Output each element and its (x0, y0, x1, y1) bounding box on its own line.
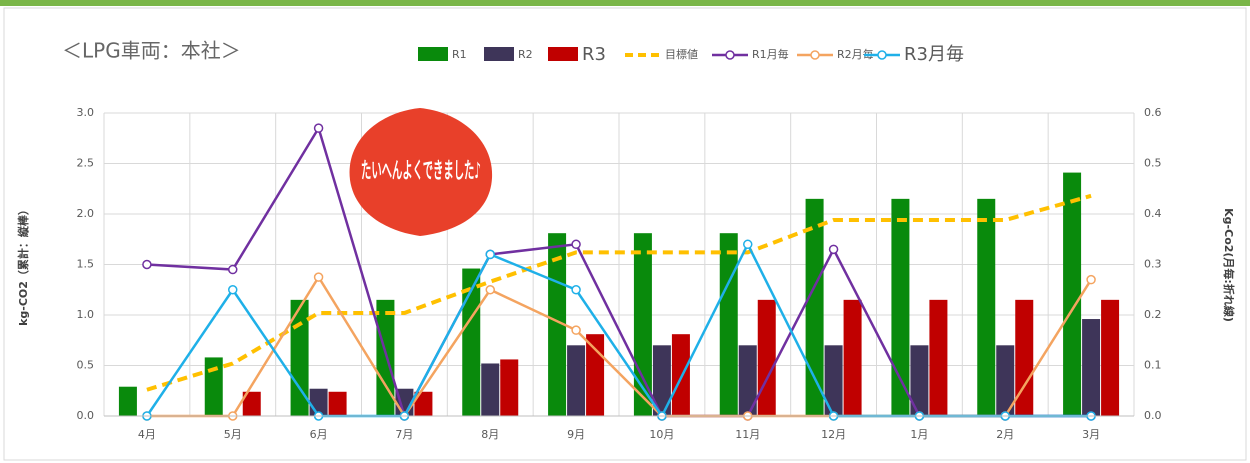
legend-item: R1 (418, 47, 467, 61)
line-marker (486, 286, 494, 294)
x-tick-label: 12月 (821, 428, 846, 441)
line-marker (229, 286, 237, 294)
bar (844, 300, 862, 416)
x-tick-label: 8月 (481, 428, 499, 441)
x-tick-label: 3月 (1082, 428, 1100, 441)
bar (329, 392, 347, 416)
x-tick-label: 6月 (310, 428, 328, 441)
bar (205, 357, 223, 416)
y-tick-label: 2.0 (77, 207, 95, 220)
legend-item: R2 (484, 47, 533, 61)
bar (586, 334, 604, 416)
y2-axis-title: Kg-Co2(月毎:折れ線) (1222, 208, 1236, 322)
line-marker (572, 240, 580, 248)
legend-swatch (548, 47, 578, 61)
y2-tick-label: 0.4 (1144, 207, 1162, 220)
y-tick-label: 0.5 (77, 359, 95, 372)
y2-tick-label: 0.1 (1144, 359, 1162, 372)
bar (929, 300, 947, 416)
bar (891, 199, 909, 416)
legend-marker (878, 51, 886, 59)
chart: ＜LPG車両：本社＞ kg-CO2（累計：縦棒） Kg-Co2(月毎:折れ線) … (0, 0, 1250, 463)
line-marker (744, 240, 752, 248)
line-marker (572, 326, 580, 334)
legend-swatch (418, 47, 448, 61)
y2-tick-label: 0.5 (1144, 157, 1162, 170)
legend-label: R3 (582, 44, 606, 65)
chart-title: ＜LPG車両：本社＞ (62, 39, 241, 63)
x-tick-label: 11月 (735, 428, 760, 441)
line-marker (486, 250, 494, 258)
bar (567, 345, 585, 416)
y-tick-label: 3.0 (77, 106, 95, 119)
x-tick-label: 7月 (395, 428, 413, 441)
line-marker (572, 286, 580, 294)
bar (119, 387, 137, 416)
bar (1015, 300, 1033, 416)
y2-tick-label: 0.2 (1144, 308, 1162, 321)
legend-label: R1 (452, 48, 467, 61)
bar (1101, 300, 1119, 416)
legend-swatch (484, 47, 514, 61)
y-axis-title: kg-CO2（累計：縦棒） (16, 204, 30, 326)
line-marker (315, 273, 323, 281)
y-tick-label: 1.0 (77, 308, 95, 321)
bar (720, 233, 738, 416)
line-marker (830, 245, 838, 253)
line-marker (1087, 276, 1095, 284)
legend-label: R3月毎 (904, 44, 964, 65)
legend-label: 目標値 (665, 47, 698, 61)
legend-marker (726, 51, 734, 59)
legend-label: R2 (518, 48, 533, 61)
bar (376, 300, 394, 416)
line-marker (315, 124, 323, 132)
line-marker (229, 266, 237, 274)
x-tick-label: 5月 (224, 428, 242, 441)
legend-label: R1月毎 (752, 48, 789, 61)
x-tick-label: 4月 (138, 428, 156, 441)
bar (481, 363, 499, 416)
bar (1082, 319, 1100, 416)
sticker-text: たいへんよくできました♪ (361, 159, 481, 184)
x-tick-label: 1月 (910, 428, 928, 441)
y-tick-label: 1.5 (77, 258, 95, 271)
y-tick-label: 0.0 (77, 409, 95, 422)
line-marker (143, 261, 151, 269)
bar (500, 359, 518, 416)
legend-marker (811, 51, 819, 59)
y2-tick-label: 0.0 (1144, 409, 1162, 422)
x-tick-label: 2月 (996, 428, 1014, 441)
x-tick-label: 9月 (567, 428, 585, 441)
bar (758, 300, 776, 416)
y-tick-label: 2.5 (77, 157, 95, 170)
bar (977, 199, 995, 416)
x-tick-label: 10月 (649, 428, 674, 441)
bar (1063, 173, 1081, 416)
bar (672, 334, 690, 416)
top-bar (0, 0, 1250, 6)
y2-tick-label: 0.6 (1144, 106, 1162, 119)
y2-tick-label: 0.3 (1144, 258, 1162, 271)
